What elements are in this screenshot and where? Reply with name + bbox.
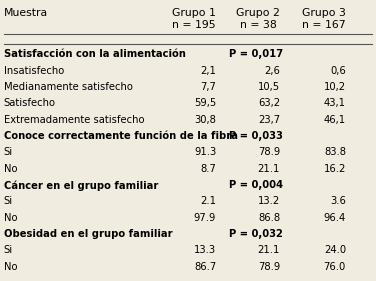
Text: 2,6: 2,6	[264, 65, 280, 76]
Text: 0,6: 0,6	[330, 65, 346, 76]
Text: Grupo 2
n = 38: Grupo 2 n = 38	[236, 8, 280, 30]
Text: Grupo 1
n = 195: Grupo 1 n = 195	[172, 8, 216, 30]
Text: 23,7: 23,7	[258, 115, 280, 124]
Text: P = 0,004: P = 0,004	[229, 180, 283, 190]
Text: Grupo 3
n = 167: Grupo 3 n = 167	[302, 8, 346, 30]
Text: 8.7: 8.7	[200, 164, 216, 174]
Text: No: No	[4, 213, 17, 223]
Text: Si: Si	[4, 196, 13, 207]
Text: Insatisfecho: Insatisfecho	[4, 65, 64, 76]
Text: 3.6: 3.6	[330, 196, 346, 207]
Text: 10,2: 10,2	[324, 82, 346, 92]
Text: 78.9: 78.9	[258, 262, 280, 272]
Text: No: No	[4, 164, 17, 174]
Text: 76.0: 76.0	[324, 262, 346, 272]
Text: 13.2: 13.2	[258, 196, 280, 207]
Text: Si: Si	[4, 147, 13, 157]
Text: No: No	[4, 262, 17, 272]
Text: 43,1: 43,1	[324, 98, 346, 108]
Text: 59,5: 59,5	[194, 98, 216, 108]
Text: Satisfecho: Satisfecho	[4, 98, 56, 108]
Text: 30,8: 30,8	[194, 115, 216, 124]
Text: 96.4: 96.4	[324, 213, 346, 223]
Text: Obesidad en el grupo familiar: Obesidad en el grupo familiar	[4, 229, 172, 239]
Text: P = 0,033: P = 0,033	[229, 131, 283, 141]
Text: 24.0: 24.0	[324, 246, 346, 255]
Text: 91.3: 91.3	[194, 147, 216, 157]
Text: 21.1: 21.1	[258, 246, 280, 255]
Text: Satisfacción con la alimentación: Satisfacción con la alimentación	[4, 49, 186, 59]
Text: 2,1: 2,1	[200, 65, 216, 76]
Text: 78.9: 78.9	[258, 147, 280, 157]
Text: 2.1: 2.1	[200, 196, 216, 207]
Text: 97.9: 97.9	[194, 213, 216, 223]
Text: P = 0,032: P = 0,032	[229, 229, 283, 239]
Text: 86.7: 86.7	[194, 262, 216, 272]
Text: Muestra: Muestra	[4, 8, 48, 19]
Text: Conoce correctamente función de la fibra: Conoce correctamente función de la fibra	[4, 131, 238, 141]
Text: 16.2: 16.2	[323, 164, 346, 174]
Text: 83.8: 83.8	[324, 147, 346, 157]
Text: 10,5: 10,5	[258, 82, 280, 92]
Text: P = 0,017: P = 0,017	[229, 49, 283, 59]
Text: Cáncer en el grupo familiar: Cáncer en el grupo familiar	[4, 180, 158, 191]
Text: 7,7: 7,7	[200, 82, 216, 92]
Text: 13.3: 13.3	[194, 246, 216, 255]
Text: Si: Si	[4, 246, 13, 255]
Text: 63,2: 63,2	[258, 98, 280, 108]
Text: 86.8: 86.8	[258, 213, 280, 223]
Text: 46,1: 46,1	[324, 115, 346, 124]
Text: Extremadamente satisfecho: Extremadamente satisfecho	[4, 115, 144, 124]
Text: 21.1: 21.1	[258, 164, 280, 174]
Text: Medianamente satisfecho: Medianamente satisfecho	[4, 82, 133, 92]
